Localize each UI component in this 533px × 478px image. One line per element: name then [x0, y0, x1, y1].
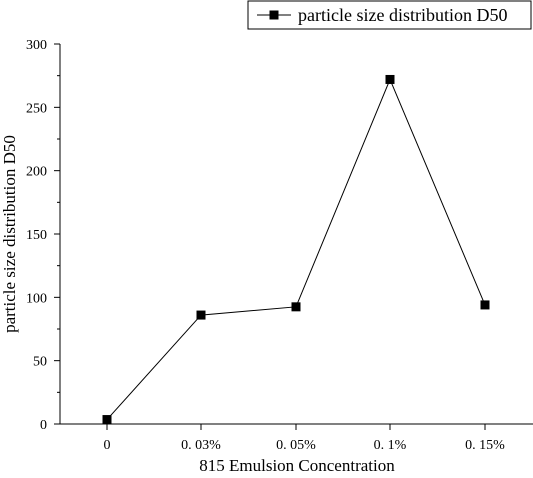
- y-ticks: 0 50 100 150 200 250 300: [26, 38, 60, 433]
- data-point: [480, 300, 490, 310]
- x-tick-label: 0: [104, 438, 111, 453]
- data-point: [291, 302, 301, 312]
- legend: particle size distribution D50: [247, 0, 532, 30]
- plot-area: [102, 74, 490, 425]
- y-tick-label: 50: [33, 355, 47, 370]
- x-axis-title: 815 Emulsion Concentration: [199, 456, 395, 475]
- x-tick-label: 0. 1%: [374, 438, 407, 453]
- legend-marker: [269, 10, 279, 20]
- x-ticks: 0 0. 03% 0. 05% 0. 1% 0. 15%: [104, 424, 505, 453]
- y-tick-label: 150: [26, 228, 47, 243]
- data-point: [102, 415, 112, 425]
- x-tick-label: 0. 15%: [465, 438, 505, 453]
- legend-box: [247, 0, 532, 30]
- y-tick-label: 200: [26, 165, 47, 180]
- y-tick-label: 250: [26, 101, 47, 116]
- legend-label: particle size distribution D50: [298, 5, 507, 25]
- data-point: [196, 310, 206, 320]
- series-line: [106, 78, 486, 420]
- y-tick-label: 100: [26, 291, 47, 306]
- y-axis-title: particle size distribution D50: [0, 135, 19, 333]
- x-tick-label: 0. 05%: [276, 438, 316, 453]
- y-tick-label: 0: [40, 418, 47, 433]
- axes: [59, 44, 533, 425]
- y-tick-label: 300: [26, 38, 47, 53]
- data-point: [385, 74, 395, 84]
- x-tick-label: 0. 03%: [181, 438, 221, 453]
